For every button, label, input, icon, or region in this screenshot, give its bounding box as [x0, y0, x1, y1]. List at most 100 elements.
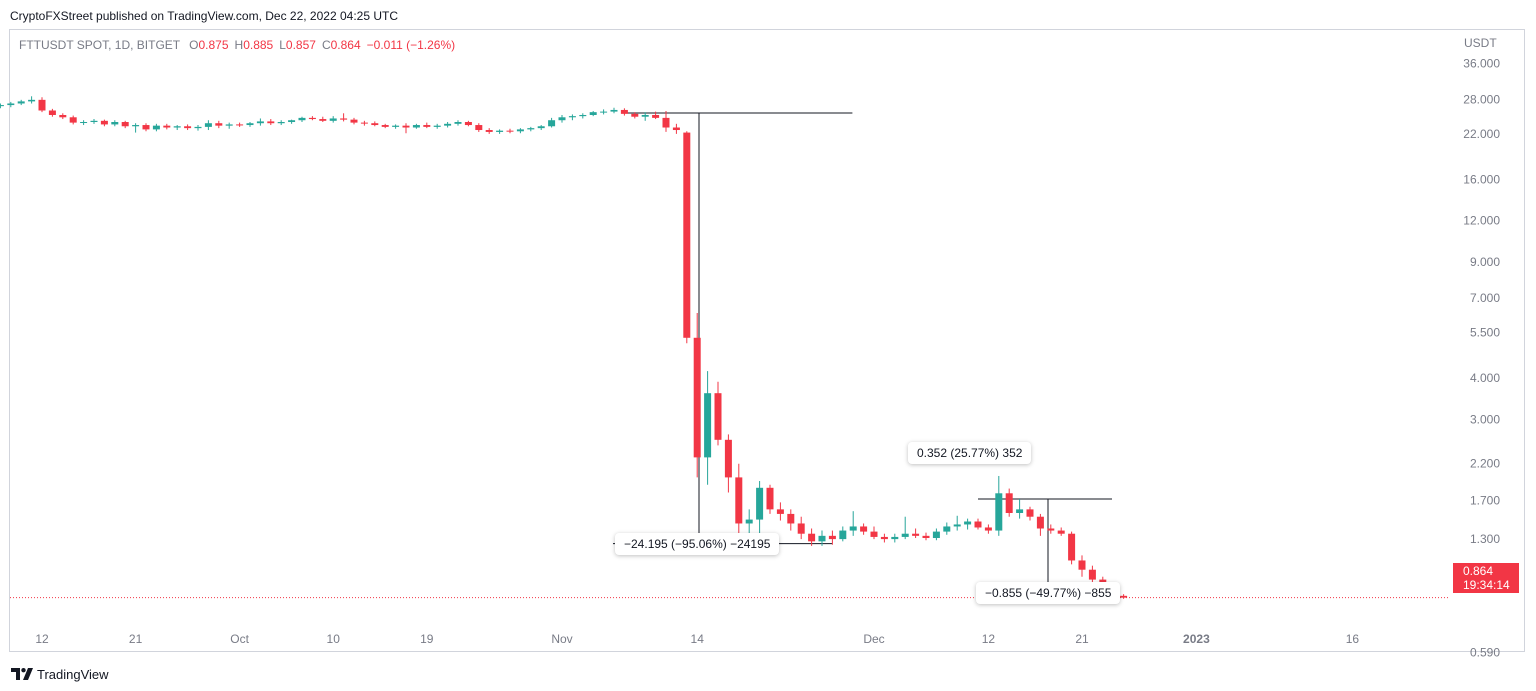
candle-body: [329, 118, 337, 121]
candle-body: [0, 105, 4, 107]
y-tick-label: 28.000: [1463, 92, 1500, 106]
chart-frame[interactable]: [9, 29, 1525, 652]
candles-layer: [0, 96, 1128, 599]
y-axis[interactable]: 36.000 28.000 22.000 16.000 12.000 9.000 7.000…: [1463, 56, 1500, 659]
candle-body: [870, 531, 878, 537]
close-label: C: [322, 38, 331, 52]
y-axis-unit: USDT: [1464, 36, 1497, 50]
y-tick-label: 4.000: [1470, 371, 1500, 385]
measure-label[interactable]: 0.352 (25.77%) 352: [908, 442, 1032, 464]
x-tick-label: 12: [982, 632, 996, 646]
candle-body: [319, 119, 327, 121]
open-value: 0.875: [198, 38, 228, 52]
candle-body: [194, 126, 202, 129]
y-tick-label: 16.000: [1463, 172, 1500, 186]
close-value: 0.864: [331, 38, 361, 52]
candle-body: [371, 123, 379, 126]
candle-body: [704, 393, 712, 458]
x-tick-label: 19: [420, 632, 434, 646]
candle-body: [1036, 516, 1044, 529]
x-tick-label: 12: [35, 632, 49, 646]
y-tick-label: 1.300: [1470, 532, 1500, 546]
candle-body: [1120, 595, 1128, 598]
footer-brand[interactable]: TradingView: [11, 665, 109, 683]
measure-label[interactable]: −0.855 (−49.77%) −855: [976, 582, 1121, 604]
candle-body: [756, 487, 764, 520]
candle-body: [340, 118, 348, 120]
candle-body: [766, 487, 774, 510]
candle-body: [953, 524, 961, 527]
candle-body: [1016, 509, 1024, 513]
candle-body: [69, 117, 77, 123]
candle-body: [173, 126, 181, 128]
candle-body: [1088, 569, 1096, 580]
low-value: 0.857: [286, 38, 316, 52]
candle-body: [132, 125, 140, 127]
candle-body: [111, 122, 119, 125]
y-tick-label: 7.000: [1470, 291, 1500, 305]
publisher-line: CryptoFXStreet published on TradingView.…: [10, 9, 398, 23]
candle-body: [860, 526, 868, 532]
high-value: 0.885: [243, 38, 273, 52]
candle-body: [652, 114, 660, 118]
candle-body: [412, 125, 420, 128]
change-value: −0.011 (−1.26%): [367, 38, 456, 52]
candle-body: [308, 117, 316, 120]
y-tick-label: 5.500: [1470, 325, 1500, 339]
candle-body: [808, 533, 816, 542]
x-tick-label: 16: [1346, 632, 1360, 646]
candle-body: [48, 110, 56, 115]
candle-body: [256, 121, 264, 124]
low-label: L: [279, 38, 286, 52]
x-tick-label: 14: [691, 632, 705, 646]
x-tick-label: Nov: [551, 632, 572, 646]
candle-body: [496, 130, 504, 132]
candle-body: [423, 125, 431, 127]
candle-body: [1068, 533, 1076, 561]
candle-body: [631, 113, 639, 117]
candle-body: [90, 120, 98, 123]
measure-label[interactable]: −24.195 (−95.06%) −24195: [615, 533, 780, 555]
candle-body: [1078, 560, 1086, 570]
candle-body: [506, 130, 514, 132]
candle-body: [1047, 528, 1055, 531]
candle-body: [28, 99, 36, 102]
y-tick-label: 9.000: [1470, 255, 1500, 269]
candle-body: [475, 125, 483, 131]
candle-body: [464, 122, 472, 126]
candle-body: [828, 535, 836, 540]
candle-body: [964, 521, 972, 525]
candle-body: [59, 114, 67, 118]
countdown-timer: 19:34:14: [1463, 578, 1510, 592]
candle-body: [38, 99, 46, 111]
candle-body: [1026, 509, 1034, 517]
candle-body: [974, 521, 982, 528]
x-tick-label: Oct: [230, 632, 249, 646]
candle-body: [776, 509, 784, 514]
open-label: O: [189, 38, 198, 52]
x-axis[interactable]: 12 21 Oct 10 19 Nov 14 Dec 12 21 2023 16: [35, 632, 1359, 646]
y-tick-label: 36.000: [1463, 56, 1500, 70]
candle-body: [932, 531, 940, 539]
candle-body: [943, 526, 951, 532]
candle-body: [568, 116, 576, 118]
candle-body: [454, 122, 462, 124]
high-label: H: [235, 38, 244, 52]
x-tick-label: 2023: [1183, 632, 1210, 646]
candle-body: [787, 513, 795, 524]
y-tick-label: 12.000: [1463, 214, 1500, 228]
candle-body: [891, 536, 899, 540]
candle-body: [204, 123, 212, 127]
candle-body: [818, 535, 826, 542]
candle-body: [392, 125, 400, 127]
candle-body: [600, 111, 608, 113]
x-tick-label: Dec: [863, 632, 884, 646]
candle-body: [236, 124, 244, 126]
candle-body: [163, 125, 171, 128]
candle-body: [922, 535, 930, 539]
candle-body: [693, 337, 701, 458]
y-tick-label: 2.200: [1470, 457, 1500, 471]
chart-symbol: FTTUSDT SPOT, 1D, BITGET: [19, 38, 181, 52]
candle-body: [360, 122, 368, 124]
